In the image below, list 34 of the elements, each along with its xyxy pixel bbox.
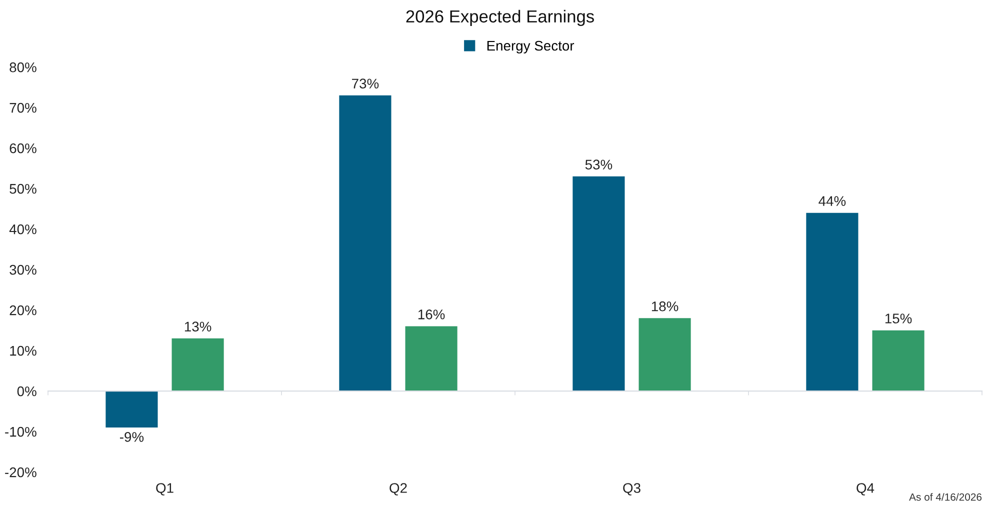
bar: [405, 326, 458, 392]
data-label: 73%: [352, 78, 379, 89]
bar: [638, 318, 691, 392]
bar: [572, 176, 625, 392]
y-tick-label: 80%: [10, 62, 36, 72]
bar: [106, 391, 158, 428]
data-label: 53%: [585, 160, 612, 170]
chart-title: 2026 Expected Earnings: [406, 10, 594, 26]
data-label: 16%: [418, 310, 445, 320]
data-label: 13%: [184, 322, 212, 332]
y-tick-label: 60%: [10, 143, 36, 154]
bar: [806, 212, 858, 392]
x-tick-label: Q1: [156, 483, 174, 496]
y-tick-label: 50%: [10, 184, 36, 194]
bar: [339, 95, 392, 392]
data-label: 18%: [652, 301, 678, 312]
y-tick-label: 10%: [10, 346, 36, 356]
y-tick-label: 40%: [9, 224, 36, 234]
bar: [172, 338, 224, 392]
data-label: -9%: [120, 432, 144, 442]
x-tick-label: Q2: [390, 483, 407, 496]
legend-label: Energy Sector: [487, 40, 574, 54]
y-tick-label: -10%: [5, 426, 36, 437]
bar: [872, 330, 924, 392]
y-tick-label: 0%: [17, 386, 36, 396]
y-tick-label: 70%: [10, 102, 36, 113]
y-tick-label: -20%: [5, 467, 36, 478]
y-tick-label: 30%: [10, 264, 36, 275]
text: As of 4/16/2026: [909, 493, 982, 501]
y-tick-label: 20%: [10, 305, 36, 316]
data-label: 44%: [818, 196, 846, 206]
x-tick-label: Q4: [856, 483, 874, 496]
data-label: 15%: [885, 314, 912, 324]
x-tick-label: Q3: [623, 483, 640, 496]
